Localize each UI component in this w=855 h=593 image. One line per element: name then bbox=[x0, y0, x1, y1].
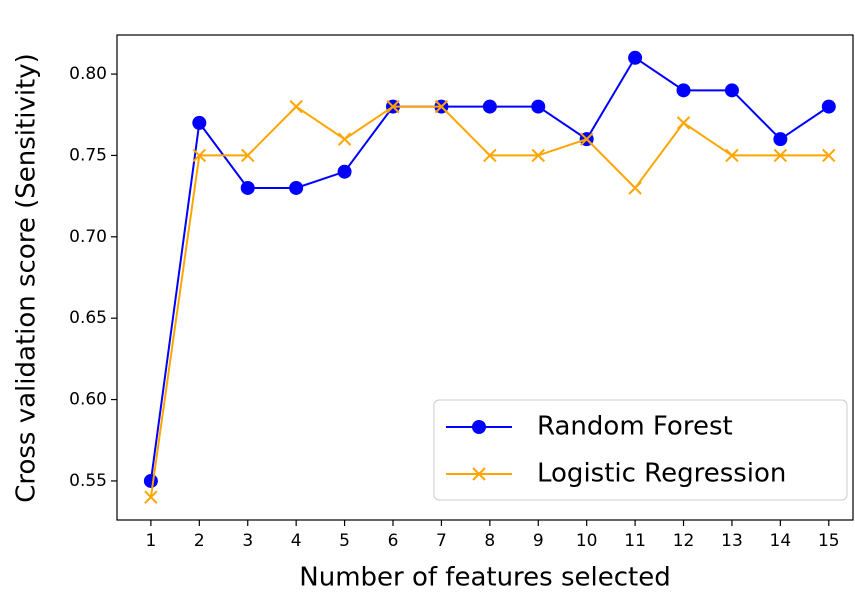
x-tick-label: 9 bbox=[533, 531, 544, 551]
x-tick-label: 3 bbox=[242, 531, 253, 551]
x-tick-label: 7 bbox=[436, 531, 447, 551]
y-tick-label: 0.75 bbox=[69, 145, 107, 165]
x-tick-label: 11 bbox=[624, 531, 646, 551]
marker bbox=[482, 99, 497, 114]
y-tick-label: 0.60 bbox=[69, 390, 107, 410]
x-tick-label: 1 bbox=[145, 531, 156, 551]
marker bbox=[241, 148, 255, 163]
x-tick-label: 4 bbox=[291, 531, 302, 551]
marker bbox=[822, 148, 836, 163]
legend-label: Logistic Regression bbox=[537, 459, 786, 489]
legend-marker bbox=[472, 420, 486, 434]
y-tick-label: 0.80 bbox=[69, 64, 107, 84]
marker bbox=[676, 116, 691, 130]
x-tick-label: 13 bbox=[721, 531, 743, 551]
y-tick-label: 0.55 bbox=[69, 471, 107, 491]
legend-marker bbox=[472, 467, 486, 481]
marker bbox=[337, 132, 352, 146]
marker bbox=[337, 164, 352, 179]
marker bbox=[628, 181, 642, 195]
marker bbox=[531, 99, 546, 114]
y-axis-label: Cross validation score (Sensitivity) bbox=[12, 53, 42, 503]
x-tick-label: 6 bbox=[388, 531, 399, 551]
marker bbox=[676, 83, 691, 98]
marker bbox=[579, 132, 594, 146]
x-tick-label: 8 bbox=[484, 531, 495, 551]
x-tick-label: 12 bbox=[673, 531, 695, 551]
marker bbox=[773, 132, 788, 147]
marker bbox=[724, 83, 739, 98]
marker bbox=[628, 50, 643, 65]
marker bbox=[144, 490, 158, 504]
x-tick-label: 5 bbox=[339, 531, 350, 551]
marker bbox=[240, 180, 255, 195]
marker bbox=[289, 99, 303, 114]
marker bbox=[289, 180, 304, 195]
plot-frame bbox=[116, 34, 854, 521]
marker bbox=[725, 148, 739, 163]
x-tick-label: 15 bbox=[818, 531, 840, 551]
marker bbox=[192, 115, 207, 130]
legend-box bbox=[433, 399, 848, 501]
x-tick-label: 2 bbox=[194, 531, 205, 551]
marker bbox=[192, 148, 207, 163]
marker bbox=[434, 99, 449, 114]
marker bbox=[483, 148, 497, 163]
x-axis-label: Number of features selected bbox=[299, 563, 670, 593]
marker bbox=[386, 99, 400, 114]
marker bbox=[821, 99, 836, 114]
y-tick-label: 0.70 bbox=[69, 227, 107, 247]
marker bbox=[531, 148, 545, 163]
marker bbox=[773, 148, 788, 163]
y-tick-label: 0.65 bbox=[69, 308, 107, 328]
marker bbox=[143, 473, 158, 488]
x-tick-label: 10 bbox=[576, 531, 598, 551]
x-tick-label: 14 bbox=[770, 531, 792, 551]
legend-label: Random Forest bbox=[537, 412, 733, 442]
